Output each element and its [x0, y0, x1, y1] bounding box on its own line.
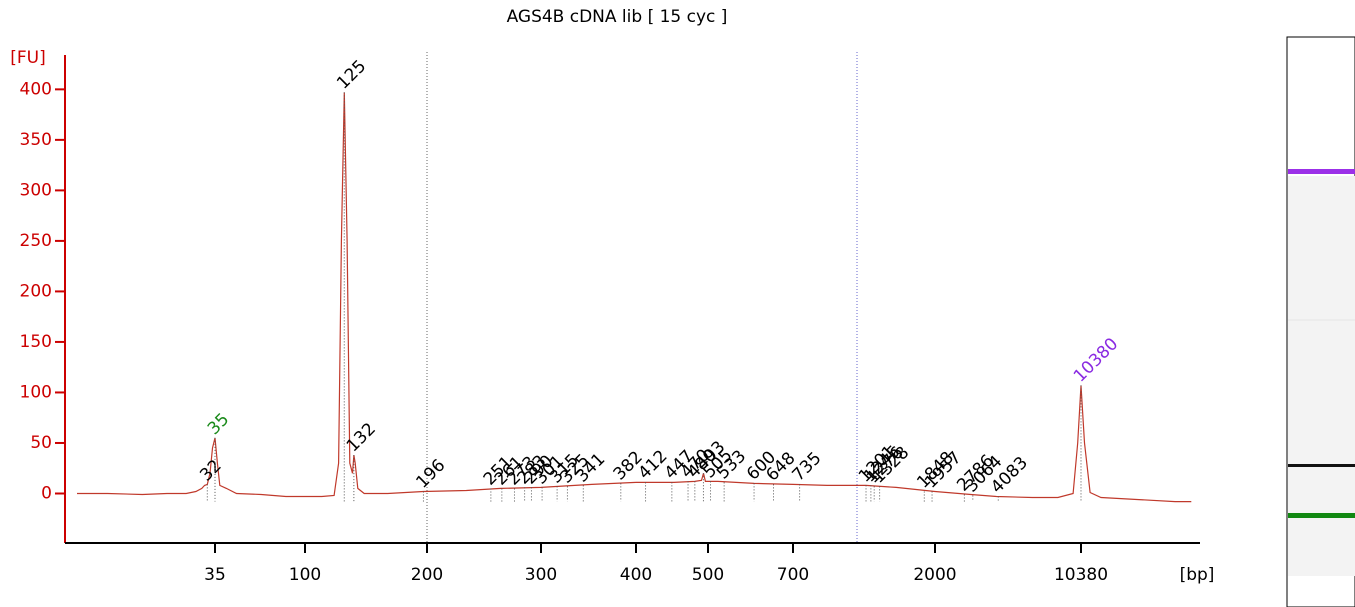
y-tick-label: 400 [20, 79, 52, 99]
x-tick-label: 35 [204, 565, 226, 585]
trace [77, 92, 1192, 503]
y-tick-label: 300 [20, 180, 52, 200]
gel-band [1288, 169, 1355, 174]
y-tick-label: 150 [20, 332, 52, 352]
y-tick-label: 100 [20, 382, 52, 402]
peak-label: 132 [343, 419, 380, 456]
x-tick-label: 100 [289, 565, 321, 585]
peak-label: 10380 [1070, 334, 1122, 386]
x-tick-label: 200 [411, 565, 443, 585]
gel-background [1288, 176, 1355, 576]
peak-label: 735 [789, 448, 826, 485]
peak-label: 196 [412, 455, 449, 492]
x-tick-label: 10380 [1054, 565, 1108, 585]
x-axis-label: [bp] [1180, 565, 1215, 585]
peak-label: 35 [204, 410, 233, 439]
y-tick-label: 0 [41, 483, 52, 503]
chart-title: AGS4B cDNA lib [ 15 cyc ] [507, 7, 728, 27]
peak-label: 125 [333, 56, 370, 93]
y-axis-label: [FU] [10, 48, 46, 68]
y-tick-label: 350 [20, 130, 52, 150]
peak-label: 32 [196, 456, 225, 485]
x-tick-label: 300 [525, 565, 557, 585]
x-tick-label: 500 [692, 565, 724, 585]
x-tick-label: 400 [620, 565, 652, 585]
y-tick-label: 200 [20, 281, 52, 301]
gel-band [1288, 464, 1355, 467]
y-tick-label: 250 [20, 231, 52, 251]
gel-lane [1286, 36, 1355, 607]
x-tick-label: 700 [777, 565, 809, 585]
gel-band [1288, 513, 1355, 518]
y-tick-label: 50 [30, 433, 52, 453]
x-tick-label: 2000 [913, 565, 956, 585]
